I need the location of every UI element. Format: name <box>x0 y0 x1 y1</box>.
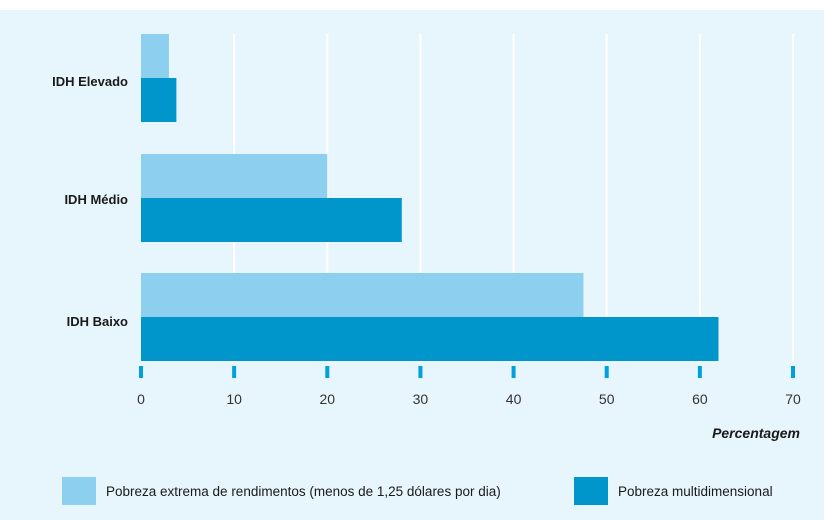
tick-mark-70 <box>791 366 795 378</box>
tick-mark-40 <box>511 366 516 378</box>
tick-mark-0 <box>139 366 143 378</box>
bar-extreme-poverty-1 <box>141 154 328 198</box>
tick-label-50: 50 <box>599 391 615 407</box>
legend-label-multidimensional-poverty: Pobreza multidimensional <box>618 484 773 499</box>
legend-swatch-multidimensional-poverty <box>574 477 608 505</box>
category-label-idh-medio: IDH Médio <box>64 192 128 207</box>
category-label-idh-baixo: IDH Baixo <box>67 314 128 329</box>
tick-label-10: 10 <box>226 391 242 407</box>
chart-panel <box>0 10 824 520</box>
tick-label-40: 40 <box>506 391 522 407</box>
tick-label-70: 70 <box>785 391 801 407</box>
bar-multidimensional-poverty-1 <box>141 198 402 242</box>
tick-mark-30 <box>418 366 423 378</box>
tick-mark-60 <box>697 366 702 378</box>
category-labels: IDH Elevado IDH Médio IDH Baixo <box>52 74 128 329</box>
bar-multidimensional-poverty-2 <box>141 317 719 361</box>
tick-label-30: 30 <box>413 391 429 407</box>
legend: Pobreza extrema de rendimentos (menos de… <box>62 477 773 505</box>
bars <box>141 34 719 361</box>
x-axis-title: Percentagem <box>712 425 800 441</box>
category-label-idh-elevado: IDH Elevado <box>52 74 128 89</box>
tick-mark-50 <box>604 366 609 378</box>
tick-mark-10 <box>232 366 237 378</box>
tick-label-20: 20 <box>319 391 335 407</box>
tick-label-0: 0 <box>137 391 145 407</box>
bar-multidimensional-poverty-0 <box>141 78 177 122</box>
bar-extreme-poverty-2 <box>141 273 584 317</box>
legend-swatch-extreme-poverty <box>62 477 96 505</box>
x-axis-ticks: 0 10 20 30 40 50 60 70 <box>137 366 801 407</box>
legend-label-extreme-poverty: Pobreza extrema de rendimentos (menos de… <box>106 484 501 499</box>
bar-extreme-poverty-0 <box>141 34 169 78</box>
tick-label-60: 60 <box>692 391 708 407</box>
tick-mark-20 <box>325 366 330 378</box>
